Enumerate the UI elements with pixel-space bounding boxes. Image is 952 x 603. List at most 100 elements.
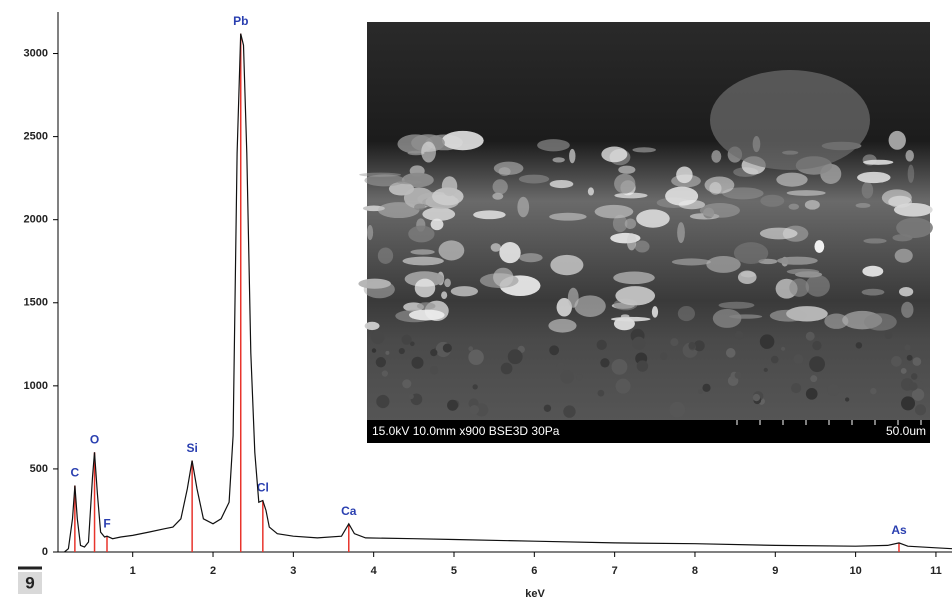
sem-grain (494, 162, 524, 175)
sem-grain (402, 335, 412, 345)
y-tick-label: 0 (42, 546, 48, 558)
element-label: Si (186, 441, 197, 455)
x-axis-label: keV (525, 588, 545, 600)
sem-grain (382, 370, 388, 376)
sem-image: 15.0kV 10.0mm x900 BSE3D 30Pa 50.0um (358, 22, 933, 443)
sem-grain (806, 388, 818, 400)
element-label: F (103, 516, 110, 530)
sem-grain (550, 180, 574, 188)
x-tick-label: 1 (130, 565, 136, 577)
sem-grain (618, 166, 635, 174)
sem-grain (896, 218, 933, 238)
sem-grain (365, 322, 380, 330)
y-tick-label: 1500 (24, 297, 48, 309)
sem-grain (814, 240, 824, 253)
sem-grain (652, 306, 658, 318)
sem-grain (402, 379, 411, 388)
sem-grain (557, 362, 565, 370)
sem-grain (611, 317, 651, 322)
sem-grain (627, 233, 636, 250)
sem-grain (451, 286, 478, 296)
sem-grain (711, 150, 721, 163)
sem-grain (415, 279, 436, 298)
sem-grain (857, 172, 890, 183)
sem-grain (364, 174, 405, 186)
sem-grain (870, 388, 876, 394)
sem-grain (614, 193, 647, 199)
sem-grain (915, 404, 926, 415)
x-tick-label: 9 (772, 565, 778, 577)
sem-grain (894, 203, 933, 217)
sem-grain (856, 203, 871, 208)
sem-grain (863, 238, 886, 243)
sem-grain (600, 358, 609, 367)
sem-grain (614, 174, 635, 194)
sem-grain (760, 228, 798, 240)
sem-grain (905, 344, 911, 350)
sem-grain (632, 147, 656, 152)
sem-grain (588, 187, 594, 195)
sem-grain (812, 341, 821, 350)
element-label: Pb (233, 14, 248, 28)
sem-grain (601, 146, 627, 162)
sem-grain (615, 286, 655, 305)
y-tick-label: 2000 (24, 214, 48, 226)
sem-grain (612, 359, 628, 375)
sem-grain (726, 348, 736, 358)
sem-grain (560, 370, 574, 384)
sem-grain (901, 302, 913, 318)
sem-grain (613, 271, 655, 284)
y-tick-label: 2500 (24, 131, 48, 143)
x-tick-label: 4 (371, 565, 378, 577)
sem-grain (597, 340, 607, 350)
sem-grain (899, 287, 913, 296)
sem-grain (771, 356, 779, 364)
sem-grain (408, 226, 434, 243)
sem-grain (550, 255, 583, 275)
sem-grain (537, 139, 570, 151)
sem-grain (616, 379, 631, 394)
sem-grain (679, 200, 706, 209)
sem-grain (889, 131, 906, 150)
sem-grain (789, 279, 809, 297)
sem-grain (402, 257, 443, 266)
sem-grain (378, 248, 393, 264)
sem-grain (499, 242, 520, 263)
y-tick-label: 500 (30, 463, 48, 475)
sem-grain (409, 310, 445, 321)
sem-grain (809, 356, 825, 372)
sem-grain (760, 195, 784, 207)
sem-grain (907, 355, 913, 361)
sem-grain (806, 332, 815, 341)
sem-grain (549, 213, 586, 221)
sem-grain (468, 346, 473, 351)
sem-grain (517, 197, 529, 218)
sem-grain (544, 405, 551, 412)
sem-grain (397, 180, 421, 184)
sem-grain (764, 368, 768, 372)
sem-grain (421, 142, 436, 163)
sem-grain (491, 243, 501, 252)
sem-grain (563, 405, 575, 417)
sem-grain (781, 347, 785, 351)
sem-grain (470, 405, 479, 414)
x-tick-label: 5 (451, 565, 457, 577)
sem-grain (371, 331, 384, 344)
sem-grain (776, 173, 807, 187)
sem-grain (791, 383, 801, 393)
sem-grain (735, 331, 743, 339)
sem-grain (409, 394, 414, 399)
sem-grain (598, 390, 605, 397)
sem-grain (621, 314, 630, 318)
sem-grain (473, 384, 478, 389)
sem-grain (862, 266, 883, 277)
x-tick-label: 7 (612, 565, 618, 577)
sem-grain (468, 349, 483, 364)
sem-grain (787, 269, 819, 275)
sem-grain (548, 319, 576, 333)
sem-grain (827, 384, 839, 396)
x-tick-label: 8 (692, 565, 698, 577)
sem-grain (367, 225, 373, 240)
sem-grain (422, 207, 455, 220)
sem-grain (885, 331, 893, 339)
